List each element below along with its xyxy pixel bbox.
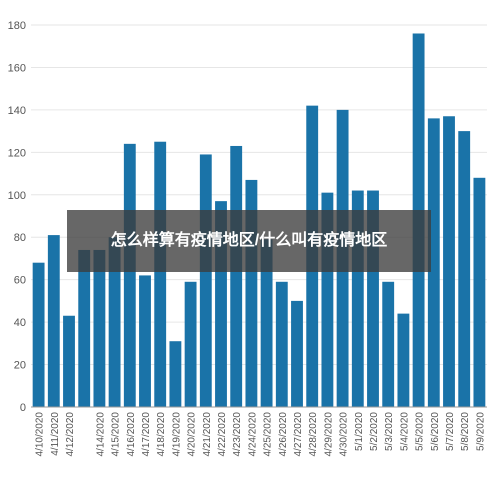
- x-tick-label: 5/5/2020: [415, 412, 426, 451]
- bar: [184, 281, 197, 407]
- bar: [139, 275, 151, 407]
- bar: [291, 300, 303, 407]
- y-tick-label: 80: [14, 232, 26, 244]
- x-tick-label: 4/26/2020: [278, 412, 289, 457]
- bar: [367, 190, 379, 407]
- bar: [458, 131, 471, 407]
- bar: [78, 249, 91, 407]
- bar: [321, 192, 334, 407]
- x-tick-label: 4/24/2020: [247, 412, 258, 457]
- bar: [275, 281, 288, 407]
- bar: [47, 235, 60, 407]
- x-tick-label: 4/22/2020: [217, 412, 228, 457]
- x-tick-label: 5/7/2020: [445, 412, 456, 451]
- bar: [154, 141, 167, 407]
- bar: [123, 143, 136, 407]
- y-tick-label: 120: [8, 147, 26, 159]
- x-tick-label: 5/1/2020: [354, 412, 365, 451]
- x-tick-label: 5/9/2020: [475, 412, 486, 451]
- x-axis-ticks: 4/10/2020 4/11/2020 4/12/2020 4/14/2020 4/15…: [35, 412, 487, 457]
- x-tick-label: 4/19/2020: [171, 412, 182, 457]
- x-tick-label: 5/4/2020: [399, 412, 410, 451]
- bar: [427, 118, 440, 407]
- bar: [63, 315, 75, 407]
- x-tick-label: 4/28/2020: [308, 412, 319, 457]
- y-axis-ticks: 0 20 40 60 80 100 120 140 160 180: [8, 20, 26, 414]
- bar: [260, 239, 273, 407]
- bar: [93, 249, 106, 407]
- bar: [443, 116, 455, 407]
- bar: [32, 262, 45, 407]
- y-tick-label: 40: [14, 317, 26, 329]
- y-tick-label: 20: [14, 360, 26, 372]
- y-tick-label: 140: [8, 105, 26, 117]
- y-tick-label: 0: [20, 402, 26, 414]
- overlay-caption: 怎么样算有疫情地区/什么叫有疫情地区: [67, 210, 431, 272]
- x-tick-label: 5/2/2020: [369, 412, 380, 451]
- x-tick-label: 5/6/2020: [430, 412, 441, 451]
- bar: [230, 145, 243, 407]
- x-tick-label: 4/17/2020: [141, 412, 152, 457]
- x-tick-label: 4/21/2020: [202, 412, 213, 457]
- y-tick-label: 60: [14, 275, 26, 287]
- x-tick-label: 4/27/2020: [293, 412, 304, 457]
- bar: [215, 201, 227, 407]
- bar: [351, 190, 364, 407]
- y-tick-label: 180: [8, 20, 26, 32]
- x-tick-label: 5/8/2020: [460, 412, 471, 451]
- bar: [245, 179, 258, 407]
- y-tick-label: 100: [8, 190, 26, 202]
- y-tick-label: 160: [8, 62, 26, 74]
- bar: [397, 313, 410, 407]
- bar: [108, 237, 121, 407]
- x-tick-label: 4/12/2020: [65, 412, 76, 457]
- x-tick-label: 4/16/2020: [126, 412, 137, 457]
- x-tick-label: 4/20/2020: [187, 412, 198, 457]
- x-tick-label: 4/23/2020: [232, 412, 243, 457]
- bar: [199, 154, 212, 407]
- x-tick-label: 4/15/2020: [111, 412, 122, 457]
- x-tick-label: 4/29/2020: [323, 412, 334, 457]
- bar: [382, 281, 395, 407]
- x-tick-label: 5/3/2020: [384, 412, 395, 451]
- bar: [169, 341, 182, 407]
- x-tick-label: 4/14/2020: [95, 412, 106, 457]
- x-tick-label: 4/18/2020: [156, 412, 167, 457]
- x-tick-label: 4/11/2020: [50, 412, 61, 456]
- x-tick-label: 4/10/2020: [35, 412, 46, 457]
- x-tick-label: 4/30/2020: [339, 412, 350, 457]
- x-tick-label: 4/25/2020: [263, 412, 274, 457]
- bar: [473, 177, 486, 407]
